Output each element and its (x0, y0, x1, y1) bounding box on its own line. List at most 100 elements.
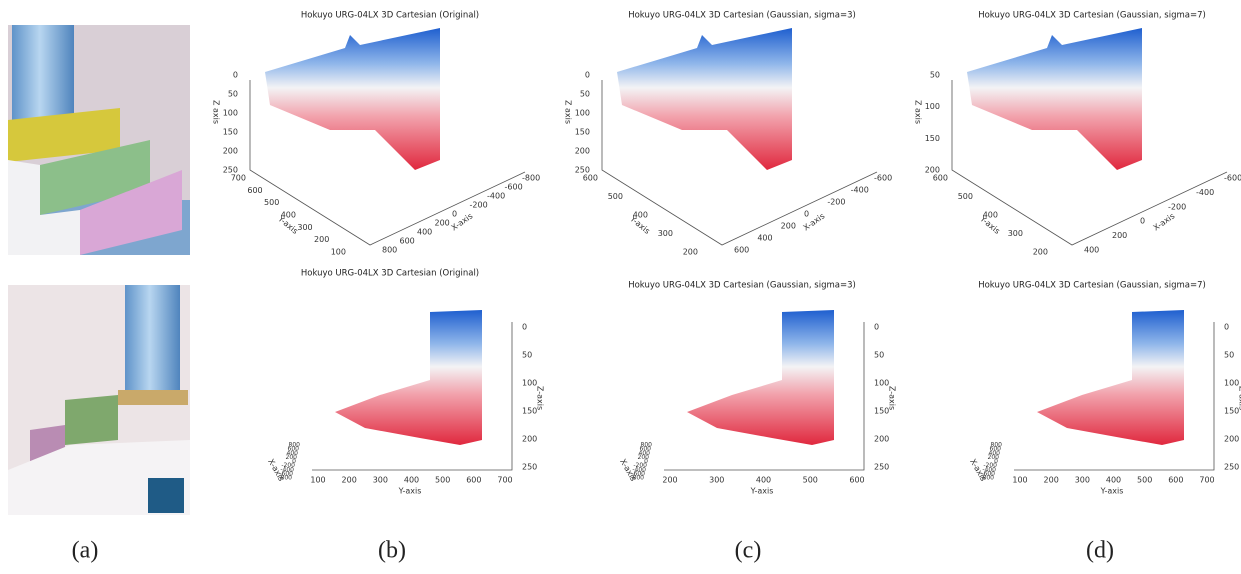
z-tick-label: 200 (223, 147, 238, 156)
surface (1037, 310, 1184, 445)
x-tick-label: -800 (522, 174, 540, 183)
z-tick-label: 0 (233, 71, 238, 80)
y-tick-label: 300 (373, 476, 388, 485)
z-tick-label: 0 (1224, 323, 1229, 332)
y-tick-label: 500 (608, 192, 623, 201)
y-tick-label: 100 (310, 476, 325, 485)
x-tick-label: 400 (1084, 246, 1099, 255)
y-tick-label: 300 (709, 476, 724, 485)
z-axis-label: Z axis (914, 100, 923, 124)
z-tick-label: 100 (522, 379, 537, 388)
z-tick-label: 200 (522, 435, 537, 444)
x-tick-label: 200 (435, 219, 450, 228)
x-tick-label: -200 (827, 198, 845, 207)
x-tick-label: -400 (1196, 188, 1214, 197)
x-tick-label: -600 (874, 174, 892, 183)
z-tick-label: 150 (925, 134, 940, 143)
y-tick-label: 200 (683, 248, 698, 257)
surface (687, 310, 834, 445)
z-tick-label: 0 (585, 71, 590, 80)
z-tick-label: 150 (575, 128, 590, 137)
x-tick-label: -200 (1168, 202, 1186, 211)
z-tick-label: 50 (580, 90, 590, 99)
z-tick-label: 150 (1224, 407, 1239, 416)
x-tick-label: 800 (382, 246, 397, 255)
x-tick-label: -200 (470, 201, 488, 210)
y-tick-label: 700 (497, 476, 512, 485)
z-tick-label: 100 (223, 109, 238, 118)
z-axis-label: Z-axis (536, 386, 545, 410)
plot-title: Hokuyo URG-04LX 3D Cartesian (Gaussian, … (628, 281, 856, 291)
y-tick-label: 300 (1008, 229, 1023, 238)
y-tick-label: 400 (756, 476, 771, 485)
z-tick-label: 200 (874, 435, 889, 444)
z-axis-label: Z-axis (1238, 386, 1241, 410)
z-tick-label: 100 (874, 379, 889, 388)
z-tick-label: 50 (228, 90, 238, 99)
y-tick-label: 200 (662, 476, 677, 485)
y-axis-label: Y-axis (750, 487, 774, 496)
y-tick-label: 200 (1044, 476, 1059, 485)
y-tick-label: 600 (583, 174, 598, 183)
surface (265, 28, 440, 170)
x-tick-label: 200 (1112, 231, 1127, 240)
z-tick-label: 50 (522, 351, 532, 360)
z-tick-label: 50 (874, 351, 884, 360)
plot-title: Hokuyo URG-04LX 3D Cartesian (Original) (301, 269, 479, 279)
caption: (c) (735, 538, 762, 564)
y-tick-label: 100 (1012, 476, 1027, 485)
surface (617, 28, 792, 170)
x-tick-label: -600 (505, 183, 523, 192)
z-tick-label: 50 (930, 71, 940, 80)
z-tick-label: 50 (1224, 351, 1234, 360)
plot-title: Hokuyo URG-04LX 3D Cartesian (Original) (301, 11, 479, 21)
y-tick-label: 200 (314, 235, 329, 244)
y-tick-label: 500 (264, 198, 279, 207)
y-axis-label: Y-axis (398, 487, 422, 496)
y-tick-label: 500 (1137, 476, 1152, 485)
y-tick-label: 600 (849, 476, 864, 485)
y-tick-label: 600 (933, 174, 948, 183)
x-tick-label: 400 (417, 228, 432, 237)
y-tick-label: 600 (466, 476, 481, 485)
z-tick-label: 250 (522, 463, 537, 472)
z-tick-label: 250 (1224, 463, 1239, 472)
z-tick-label: 0 (874, 323, 879, 332)
z-tick-label: 150 (522, 407, 537, 416)
y-tick-label: 300 (297, 223, 312, 232)
plot-title: Hokuyo URG-04LX 3D Cartesian (Gaussian, … (978, 281, 1206, 291)
y-tick-label: 600 (247, 186, 262, 195)
surface (967, 28, 1142, 170)
x-tick-label: 0 (804, 210, 809, 219)
x-tick-label: -400 (851, 186, 869, 195)
y-axis-label: Y-axis (1100, 487, 1124, 496)
x-tick-label: 600 (734, 246, 749, 255)
photo-bottom (8, 285, 190, 515)
surface (335, 310, 482, 445)
z-axis-label: Z axis (212, 100, 221, 124)
y-tick-label: 500 (803, 476, 818, 485)
y-tick-label: 300 (1075, 476, 1090, 485)
caption: (b) (378, 538, 406, 564)
caption: (d) (1086, 538, 1114, 564)
y-tick-label: 200 (342, 476, 357, 485)
z-tick-label: 150 (874, 407, 889, 416)
y-tick-label: 300 (658, 229, 673, 238)
plot-title: Hokuyo URG-04LX 3D Cartesian (Gaussian, … (978, 11, 1206, 21)
photo-top (8, 25, 190, 255)
caption: (a) (72, 538, 99, 564)
y-tick-label: 500 (958, 192, 973, 201)
plot-title: Hokuyo URG-04LX 3D Cartesian (Gaussian, … (628, 11, 856, 21)
x-tick-label: 600 (400, 237, 415, 246)
x-tick-label: -600 (1224, 174, 1241, 183)
x-tick-label: 0 (1140, 217, 1145, 226)
y-tick-label: 100 (331, 248, 346, 257)
y-tick-label: 500 (435, 476, 450, 485)
x-tick-label: 400 (757, 234, 772, 243)
x-axis-label: X-axis (1152, 211, 1177, 232)
y-tick-label: 400 (404, 476, 419, 485)
z-axis-label: Z-axis (888, 386, 897, 410)
z-tick-label: 250 (874, 463, 889, 472)
z-tick-label: 200 (575, 147, 590, 156)
